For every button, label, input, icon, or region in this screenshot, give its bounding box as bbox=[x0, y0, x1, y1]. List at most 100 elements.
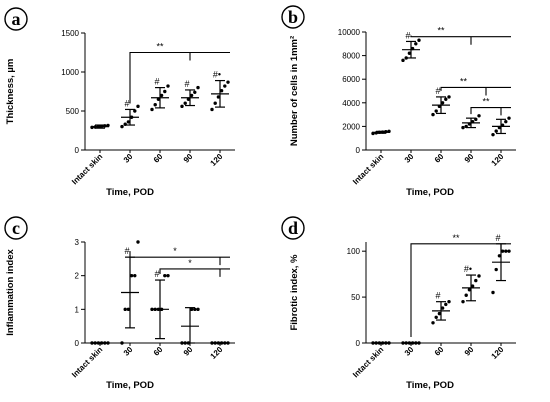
data-point bbox=[180, 104, 184, 109]
x-tick-label: 90 bbox=[182, 345, 195, 358]
x-tick-label: 30 bbox=[403, 152, 416, 165]
y-tick-label: 100 bbox=[347, 247, 361, 256]
data-point bbox=[477, 274, 481, 278]
bracket-label: ** bbox=[437, 26, 445, 36]
data-point bbox=[494, 267, 498, 272]
significance-bracket bbox=[410, 243, 511, 337]
data-point bbox=[504, 119, 508, 124]
y-tick-label: 2 bbox=[75, 272, 80, 281]
data-point bbox=[163, 89, 167, 94]
panel-label: a bbox=[12, 9, 21, 29]
data-point bbox=[461, 125, 465, 130]
significance-mark: # bbox=[124, 246, 129, 256]
data-point bbox=[491, 132, 495, 137]
y-tick-label: 1000 bbox=[61, 68, 79, 77]
data-point bbox=[166, 273, 170, 278]
panel-label: c bbox=[12, 218, 20, 238]
bracket-label: ** bbox=[156, 42, 164, 52]
data-point bbox=[133, 273, 137, 278]
significance-mark: # bbox=[495, 233, 500, 243]
x-tick-label: 90 bbox=[463, 152, 476, 165]
significance-mark: # bbox=[405, 30, 410, 40]
x-tick-label: 60 bbox=[433, 345, 446, 358]
data-point bbox=[123, 307, 127, 312]
significance-mark: #• bbox=[213, 70, 221, 80]
data-point bbox=[444, 302, 448, 307]
y-tick-label: 1 bbox=[75, 305, 80, 314]
significance-mark: # bbox=[435, 86, 440, 96]
data-point bbox=[497, 254, 502, 258]
y-axis-title: Inflammation index bbox=[5, 249, 16, 336]
panel-label: b bbox=[288, 7, 298, 27]
data-point bbox=[431, 112, 435, 117]
significance-bracket bbox=[129, 251, 230, 266]
data-point bbox=[129, 273, 134, 278]
significance-mark: # bbox=[124, 98, 129, 108]
data-point bbox=[186, 97, 191, 102]
data-point bbox=[196, 85, 200, 90]
significance-bracket bbox=[159, 268, 230, 277]
data-point bbox=[474, 278, 478, 283]
significance-mark: # bbox=[435, 291, 440, 301]
bracket-label: * bbox=[173, 246, 177, 256]
panel-c: c 0 1 2 3 Intact skin 30 60 90 120 Inflammation in… bbox=[4, 216, 235, 391]
y-tick-label: 0 bbox=[75, 339, 80, 348]
data-point bbox=[189, 307, 194, 312]
data-point bbox=[159, 93, 164, 98]
y-axis-title: Number of cells in 1mm² bbox=[289, 36, 300, 146]
panel-label-circle bbox=[281, 216, 305, 240]
significance-mark: # bbox=[154, 269, 159, 279]
y-tick-label: 10000 bbox=[338, 28, 361, 37]
data-point bbox=[136, 104, 140, 109]
panel-d: d 0 50 100 Intact skin 30 60 90 120 Fibrotic inde… bbox=[281, 216, 516, 391]
data-point bbox=[440, 306, 445, 310]
y-tick-label: 0 bbox=[75, 146, 80, 155]
data-point bbox=[444, 97, 448, 101]
x-tick-label: 30 bbox=[122, 152, 135, 165]
data-point bbox=[150, 107, 154, 112]
x-tick-label: Intact skin bbox=[70, 345, 104, 379]
data-point bbox=[467, 288, 472, 292]
data-point bbox=[156, 97, 161, 102]
data-point bbox=[507, 116, 511, 120]
data-point bbox=[434, 315, 438, 319]
data-point bbox=[461, 299, 465, 304]
y-tick-label: 2000 bbox=[342, 122, 360, 131]
data-point bbox=[507, 249, 511, 253]
panel-label: d bbox=[288, 218, 298, 238]
x-axis-title: Time, POD bbox=[406, 380, 454, 391]
y-tick-label: 0 bbox=[356, 339, 361, 348]
data-point bbox=[219, 89, 224, 93]
panel-a: a 0 500 1000 1500 Intact skin 30 60 90 120 Thickne… bbox=[4, 7, 235, 198]
data-point bbox=[213, 101, 217, 105]
data-point bbox=[437, 311, 442, 316]
data-point bbox=[417, 38, 421, 42]
data-point bbox=[183, 101, 187, 105]
panel-label-circle bbox=[281, 5, 305, 29]
data-point bbox=[447, 299, 451, 304]
data-point bbox=[126, 120, 131, 124]
data-point bbox=[434, 109, 438, 113]
x-tick-label: 120 bbox=[209, 345, 225, 361]
data-point bbox=[136, 240, 140, 244]
data-point bbox=[447, 95, 451, 99]
x-tick-label: 120 bbox=[490, 152, 506, 168]
data-point bbox=[120, 341, 124, 345]
data-point bbox=[500, 249, 505, 253]
significance-bracket bbox=[129, 51, 230, 104]
bracket-label: ** bbox=[452, 233, 460, 243]
bracket-label: ** bbox=[460, 76, 468, 86]
data-point bbox=[153, 103, 157, 107]
panel-b: b 0 2000 4000 6000 8000 10000 Intact skin 30 60 90… bbox=[281, 5, 516, 198]
y-tick-label: 0 bbox=[356, 146, 361, 155]
x-tick-label: 60 bbox=[433, 152, 446, 165]
x-tick-label: 120 bbox=[490, 345, 506, 361]
significance-bracket bbox=[440, 86, 511, 96]
data-point bbox=[477, 114, 481, 118]
panel-label-circle bbox=[4, 7, 28, 31]
y-tick-label: 3 bbox=[75, 238, 80, 247]
panel-label-circle bbox=[4, 216, 28, 240]
x-tick-label: 60 bbox=[152, 152, 165, 165]
data-point bbox=[407, 51, 412, 55]
